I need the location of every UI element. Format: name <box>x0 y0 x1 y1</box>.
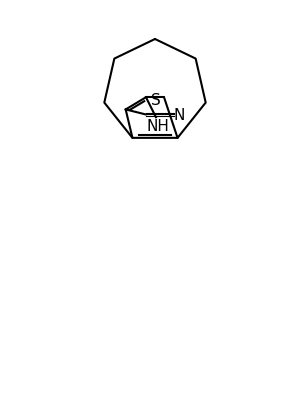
Text: S: S <box>151 93 161 107</box>
Text: NH: NH <box>147 118 169 134</box>
Text: N: N <box>174 107 185 123</box>
